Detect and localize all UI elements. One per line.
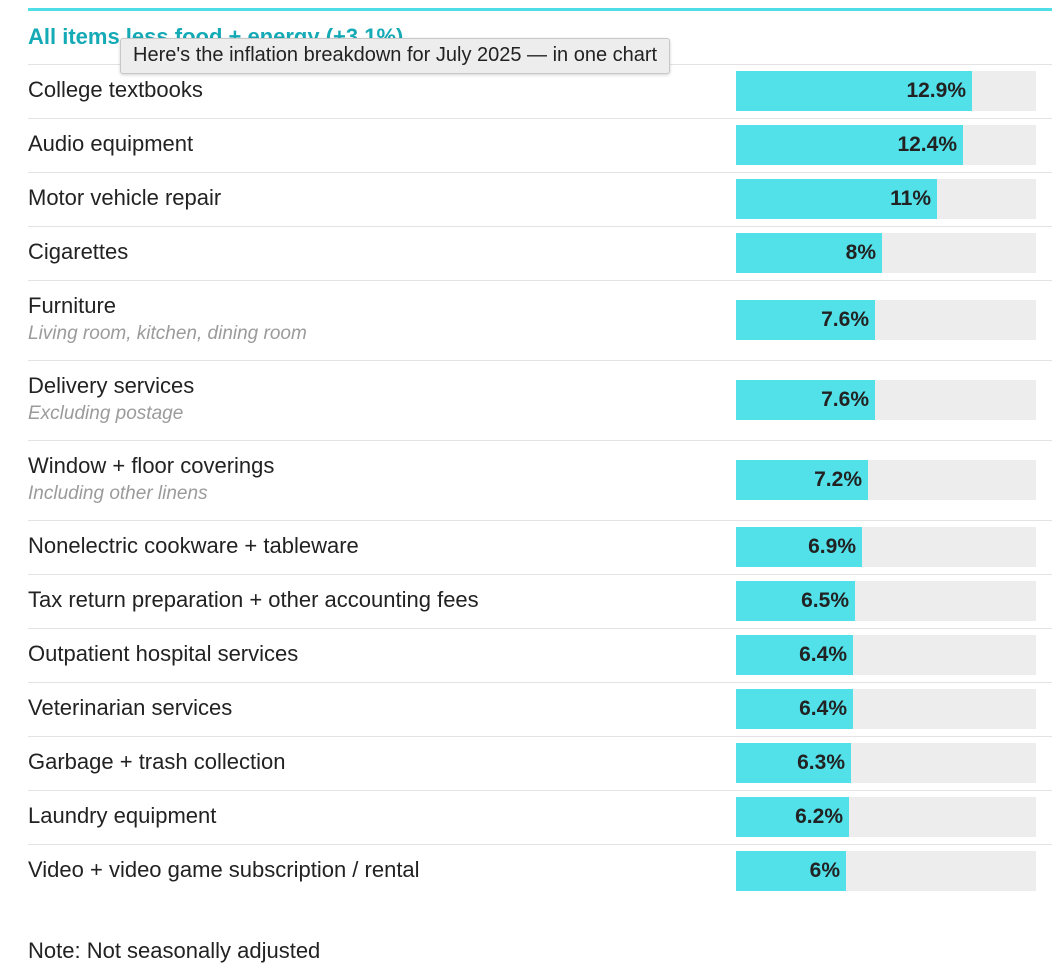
- bar-value-label: 6%: [809, 859, 840, 882]
- bar-track: 6%: [736, 851, 1036, 891]
- row-divider: [28, 628, 1052, 629]
- category-label: Tax return preparation + other accountin…: [28, 587, 479, 612]
- row-divider: [28, 520, 1052, 521]
- category-label: Audio equipment: [28, 131, 194, 156]
- bar: [736, 851, 846, 891]
- bar: [736, 527, 862, 567]
- bar-track: 6.5%: [736, 581, 1036, 621]
- category-label: Furniture: [28, 293, 117, 318]
- bar-row: Motor vehicle repair 11%: [28, 172, 1052, 226]
- bar-value-label: 6.4%: [799, 643, 847, 666]
- bar-row: Window + floor coverings Including other …: [28, 440, 1052, 520]
- top-accent-rule: [28, 8, 1052, 11]
- category-label: Veterinarian services: [28, 695, 233, 720]
- bar: [736, 233, 882, 273]
- bar: [736, 380, 875, 420]
- bar-row: Outpatient hospital services 6.4%: [28, 628, 1052, 682]
- bar-row: Delivery services Excluding postage 7.6%: [28, 360, 1052, 440]
- bar-row: Tax return preparation + other accountin…: [28, 574, 1052, 628]
- category-sublabel: Living room, kitchen, dining room: [28, 323, 307, 344]
- row-divider: [28, 574, 1052, 575]
- category-label: College textbooks: [28, 77, 203, 102]
- bar-track: 6.3%: [736, 743, 1036, 783]
- bar-value-label: 7.6%: [821, 388, 869, 411]
- title-tooltip: Here's the inflation breakdown for July …: [120, 38, 671, 74]
- bar-value-label: 6.4%: [799, 697, 847, 720]
- bar-track: 6.4%: [736, 635, 1036, 675]
- row-divider: [28, 360, 1052, 361]
- bar-track: 11%: [736, 179, 1036, 219]
- bar-row: Furniture Living room, kitchen, dining ro…: [28, 280, 1052, 360]
- bar-value-label: 12.9%: [906, 79, 966, 102]
- row-divider: [28, 172, 1052, 173]
- bar: [736, 125, 963, 165]
- category-sublabel: Including other linens: [28, 483, 208, 504]
- bar-track: 12.4%: [736, 125, 1036, 165]
- bar: [736, 581, 855, 621]
- bar-value-label: 6.5%: [801, 589, 849, 612]
- row-divider: [28, 682, 1052, 683]
- bar-row: Video + video game subscription / rental…: [28, 844, 1052, 898]
- bar-row: Audio equipment 12.4%: [28, 118, 1052, 172]
- bar: [736, 300, 875, 340]
- bar-row: Laundry equipment 6.2%: [28, 790, 1052, 844]
- bar-track: 7.6%: [736, 380, 1036, 420]
- category-label: Delivery services: [28, 373, 195, 398]
- bar-track: 7.6%: [736, 300, 1036, 340]
- row-divider: [28, 226, 1052, 227]
- bar-track: 6.4%: [736, 689, 1036, 729]
- bar-row: College textbooks 12.9%: [28, 64, 1052, 118]
- row-divider: [28, 790, 1052, 791]
- bar-value-label: 6.2%: [795, 805, 843, 828]
- bar-value-label: 7.6%: [821, 308, 869, 331]
- bar: [736, 71, 972, 111]
- bar: [736, 797, 849, 837]
- bar: [736, 460, 868, 500]
- bar-value-label: 11%: [890, 187, 931, 210]
- bar-value-label: 12.4%: [897, 133, 957, 156]
- category-label: Cigarettes: [28, 239, 129, 264]
- bar-value-label: 6.3%: [797, 751, 845, 774]
- category-label: Laundry equipment: [28, 803, 217, 828]
- bar: [736, 179, 937, 219]
- bar: [736, 635, 853, 675]
- category-sublabel: Excluding postage: [28, 403, 184, 424]
- category-label: Outpatient hospital services: [28, 641, 299, 666]
- bar-track: 7.2%: [736, 460, 1036, 500]
- row-divider: [28, 118, 1052, 119]
- bar-row: Cigarettes 8%: [28, 226, 1052, 280]
- bar-track: 6.2%: [736, 797, 1036, 837]
- bar-track: 6.9%: [736, 527, 1036, 567]
- bar-value-label: 6.9%: [808, 535, 856, 558]
- bar-value-label: 7.2%: [814, 468, 862, 491]
- bar: [736, 743, 851, 783]
- category-label: Motor vehicle repair: [28, 185, 222, 210]
- footnote: Note: Not seasonally adjusted: [28, 938, 321, 963]
- bar-row: Nonelectric cookware + tableware 6.9%: [28, 520, 1052, 574]
- category-label: Garbage + trash collection: [28, 749, 286, 774]
- row-divider: [28, 736, 1052, 737]
- row-divider: [28, 440, 1052, 441]
- bar-row: Garbage + trash collection 6.3%: [28, 736, 1052, 790]
- bar-track: 8%: [736, 233, 1036, 273]
- category-label: Video + video game subscription / rental: [28, 857, 420, 882]
- row-divider: [28, 280, 1052, 281]
- row-divider: [28, 844, 1052, 845]
- bar-value-label: 8%: [845, 241, 876, 264]
- category-label: Window + floor coverings: [28, 453, 275, 478]
- bar-row: Veterinarian services 6.4%: [28, 682, 1052, 736]
- bar: [736, 689, 853, 729]
- category-label: Nonelectric cookware + tableware: [28, 533, 359, 558]
- bar-track: 12.9%: [736, 71, 1036, 111]
